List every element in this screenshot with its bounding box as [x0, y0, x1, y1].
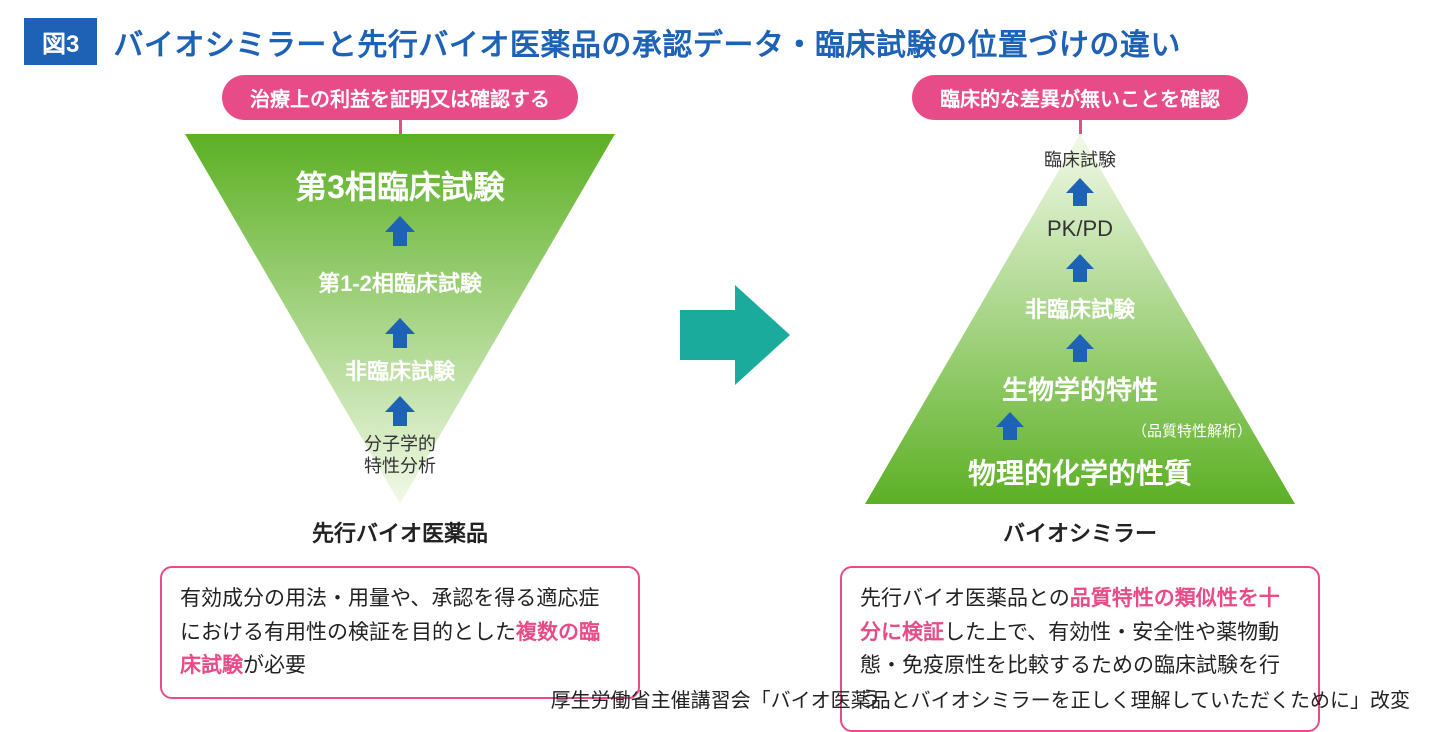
left-layer-nonclinical: 非臨床試験: [160, 354, 640, 386]
source-citation: 厚生労働省主催講習会「バイオ医薬品とバイオシミラーを正しく理解していただくために…: [551, 684, 1410, 713]
up-arrow-icon: [385, 318, 415, 348]
up-arrow-icon: [1066, 178, 1094, 206]
left-caption: 先行バイオ医薬品: [160, 516, 640, 548]
up-arrow-icon: [385, 396, 415, 426]
right-side-note: （品質特性解析）: [1132, 420, 1252, 441]
left-layer-phase3: 第3相臨床試験: [160, 162, 640, 208]
right-layer-bio: 生物学的特性: [840, 370, 1320, 407]
diagram-area: 治療上の利益を証明又は確認する 第3相臨床試験 第1-2相臨床試験 非臨床試験 …: [40, 75, 1400, 635]
up-arrow-icon: [996, 412, 1024, 440]
figure-title: バイオシミラーと先行バイオ医薬品の承認データ・臨床試験の位置づけの違い: [113, 20, 1181, 64]
up-arrow-icon: [385, 216, 415, 246]
left-column: 治療上の利益を証明又は確認する 第3相臨床試験 第1-2相臨床試験 非臨床試験 …: [160, 75, 640, 699]
center-arrow-icon: [680, 285, 790, 390]
right-triangle-wrap: 臨床試験 PK/PD 非臨床試験 生物学的特性 物理的化学的性質 （品質特性解析…: [840, 134, 1320, 504]
left-note-text-2: が必要: [243, 654, 306, 677]
left-pill: 治療上の利益を証明又は確認する: [222, 75, 578, 120]
right-caption: バイオシミラー: [840, 516, 1320, 548]
left-layer-molecular-2: 特性分析: [160, 452, 640, 478]
up-arrow-icon: [1066, 334, 1094, 362]
figure-label: 図3: [24, 18, 97, 65]
right-layer-clinical: 臨床試験: [840, 146, 1320, 172]
right-pill-stem: [1079, 120, 1082, 134]
right-column: 臨床的な差異が無いことを確認 臨床試験 PK/PD 非臨床試験 生物学的特性 物…: [840, 75, 1320, 732]
figure-header: 図3 バイオシミラーと先行バイオ医薬品の承認データ・臨床試験の位置づけの違い: [0, 0, 1440, 75]
left-pill-stem: [399, 120, 402, 134]
left-note: 有効成分の用法・用量や、承認を得る適応症における有用性の検証を目的とした複数の臨…: [160, 566, 640, 699]
right-layer-phys: 物理的化学的性質: [840, 452, 1320, 492]
right-pill: 臨床的な差異が無いことを確認: [912, 75, 1248, 120]
right-note-text-1: 先行バイオ医薬品との: [860, 587, 1070, 610]
right-layer-pkpd: PK/PD: [840, 216, 1320, 242]
left-triangle-wrap: 第3相臨床試験 第1-2相臨床試験 非臨床試験 分子学的 特性分析: [160, 134, 640, 504]
up-arrow-icon: [1066, 254, 1094, 282]
left-layer-phase12: 第1-2相臨床試験: [160, 266, 640, 298]
right-layer-nonclinical: 非臨床試験: [840, 292, 1320, 324]
